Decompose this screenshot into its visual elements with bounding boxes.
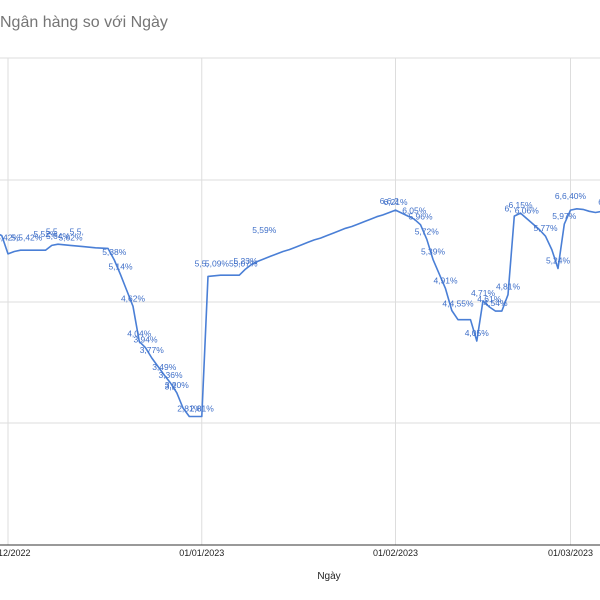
x-tick-label: 01/03/2023 bbox=[548, 548, 593, 558]
data-label: 5,59% bbox=[252, 225, 277, 235]
data-label: 4,4,55% bbox=[442, 298, 474, 308]
data-label: 5,62% bbox=[58, 232, 83, 242]
data-label: 4,54% bbox=[483, 298, 508, 308]
data-label: 5,72% bbox=[415, 226, 440, 236]
data-label: 3,49% bbox=[152, 362, 177, 372]
data-label: 3,77% bbox=[140, 345, 165, 355]
data-label: 3,36% bbox=[158, 370, 183, 380]
data-label: 5,5, bbox=[70, 226, 84, 236]
data-label: 6,21% bbox=[383, 197, 408, 207]
data-label: 5,52% bbox=[33, 229, 58, 239]
series-line bbox=[0, 208, 600, 418]
data-label: 4,62% bbox=[121, 293, 146, 303]
data-label: 5,07% bbox=[233, 259, 258, 269]
data-label: 5,38% bbox=[102, 247, 127, 257]
data-label: 6,06% bbox=[515, 206, 540, 216]
data-label: 5,96% bbox=[408, 212, 433, 222]
data-label: 4,61% bbox=[477, 294, 502, 304]
data-label: 4,04% bbox=[127, 329, 152, 339]
x-tick-label: 01/02/2023 bbox=[373, 548, 418, 558]
data-label: 4,05% bbox=[465, 328, 490, 338]
data-label: 5,5,42% bbox=[11, 233, 43, 243]
data-label: 3,94% bbox=[133, 335, 158, 345]
x-tick-label: 01/12/2022 bbox=[0, 548, 31, 558]
data-label: 5,14% bbox=[108, 262, 133, 272]
data-label: 5,5, bbox=[195, 259, 209, 269]
data-label: 5,77% bbox=[533, 223, 558, 233]
gridlines bbox=[0, 57, 600, 546]
data-label: 6,6,40% bbox=[555, 191, 587, 201]
data-label: 5,5 bbox=[46, 226, 58, 236]
chart-title: Ngân hàng so với Ngày bbox=[0, 14, 168, 31]
data-label: 5,64% bbox=[46, 231, 71, 241]
data-label: 5,97% bbox=[552, 211, 577, 221]
data-label: 3,2 bbox=[165, 382, 177, 392]
data-label: 3,20% bbox=[165, 380, 190, 390]
data-label: 5,24% bbox=[546, 256, 571, 266]
data-label: 6,15% bbox=[508, 200, 533, 210]
data-labels: 5,64%5,62% 5,38% 5,14% 4,62% 4,04%3,94%3,77%… bbox=[0, 191, 600, 413]
x-tick-label: 01/01/2023 bbox=[179, 548, 224, 558]
data-label: 6,05% bbox=[402, 206, 427, 216]
data-label: 5,42% bbox=[0, 233, 20, 243]
data-label: 6,6,2 bbox=[380, 196, 399, 206]
data-label: 5,23% bbox=[233, 256, 258, 266]
data-label: 2,81% bbox=[177, 404, 202, 414]
x-axis-title: Ngày bbox=[317, 571, 341, 582]
x-axis-ticks: 01/12/2022 01/01/2023 01/02/2023 01/03/2023 bbox=[0, 548, 593, 558]
data-label: 2,81% bbox=[190, 404, 215, 414]
data-label: 4,91% bbox=[433, 276, 458, 286]
data-label: 5,09%5, bbox=[205, 259, 236, 269]
data-label: 4,81% bbox=[496, 282, 521, 292]
data-label: 4,71% bbox=[471, 288, 496, 298]
data-label: 6, bbox=[504, 203, 511, 213]
data-label: 6, bbox=[598, 197, 600, 207]
data-label: 5,39% bbox=[421, 246, 446, 256]
